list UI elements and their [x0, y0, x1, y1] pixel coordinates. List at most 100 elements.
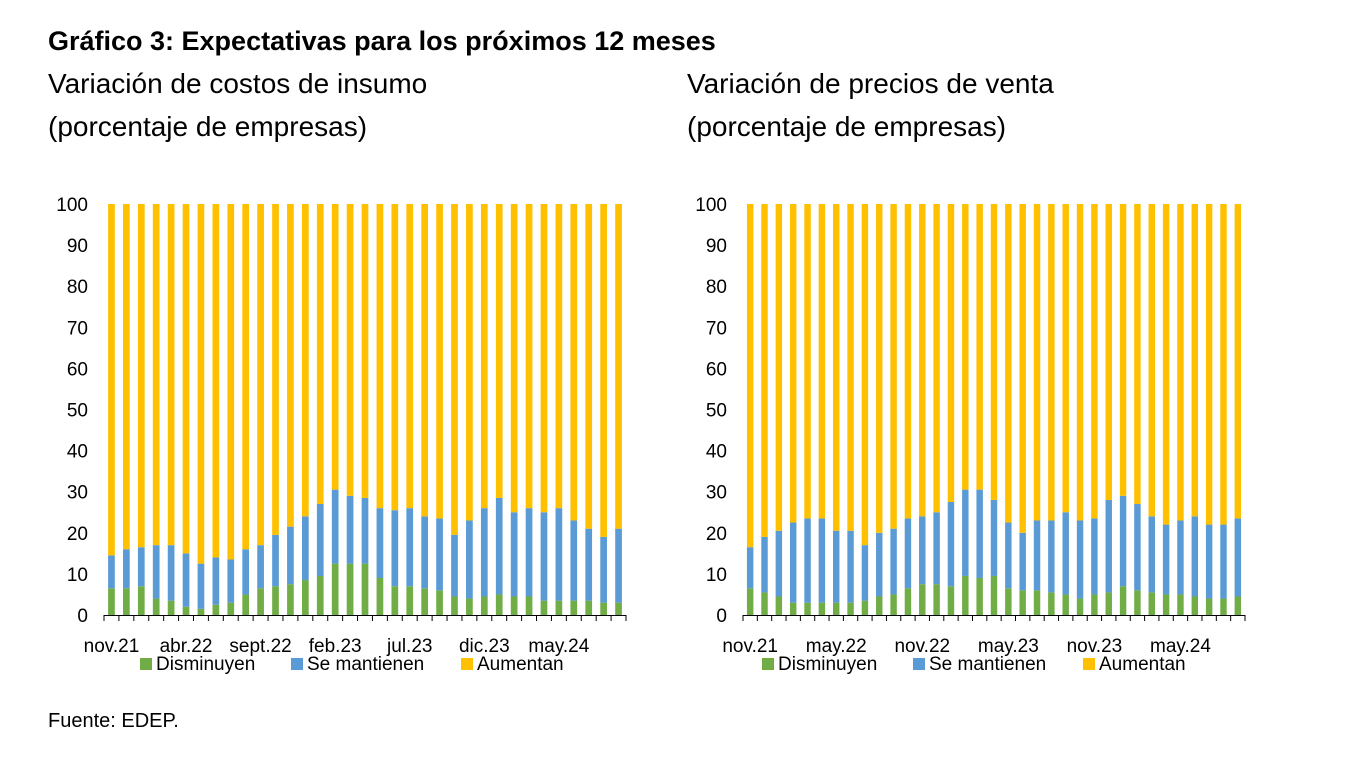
right-bar-aumentan [775, 204, 783, 531]
left-bar-aumentan [495, 204, 503, 498]
left-bar-se-mantienen [421, 516, 429, 589]
left-x-tick-label: abr.22 [160, 636, 213, 657]
right-bar-se-mantienen [789, 522, 797, 603]
right-bar-aumentan [1234, 204, 1242, 519]
right-y-tick-label: 80 [706, 277, 727, 298]
left-chart: 0 10 20 30 40 50 60 70 80 90 100 nov.21 abr.22 sept.2… [56, 195, 627, 675]
right-y-tick-label: 70 [706, 318, 727, 339]
right-bar-disminuyen [746, 588, 754, 615]
right-chart-title: Variación de precios de venta (porcentaj… [687, 62, 1054, 148]
left-bar-aumentan [391, 204, 399, 511]
left-bar-se-mantienen [555, 508, 563, 601]
right-bar-aumentan [861, 204, 869, 546]
right-bar-se-mantienen [890, 528, 897, 595]
right-bar-disminuyen [1134, 590, 1141, 615]
right-bar-disminuyen [761, 592, 768, 615]
left-bar-disminuyen [242, 594, 250, 615]
left-bar-aumentan [301, 204, 309, 517]
left-bar-se-mantienen [123, 549, 130, 589]
left-bar-se-mantienen [376, 508, 384, 579]
left-bar-aumentan [480, 204, 488, 509]
left-bar-se-mantienen [257, 545, 264, 589]
right-x-tick-label: may.24 [1150, 636, 1211, 657]
left-bar-se-mantienen [152, 545, 160, 599]
left-bar-disminuyen [257, 588, 264, 615]
right-bar-se-mantienen [1048, 520, 1055, 593]
left-bar-disminuyen [108, 588, 115, 615]
right-bar-aumentan [1205, 204, 1213, 525]
right-bar-se-mantienen [1220, 524, 1227, 599]
right-bar-aumentan [1091, 204, 1098, 519]
right-bar-disminuyen [1148, 592, 1155, 615]
right-y-tick-label: 100 [695, 195, 727, 216]
right-bar-aumentan [761, 204, 768, 537]
right-bar-disminuyen [990, 575, 998, 615]
left-bar-se-mantienen [525, 508, 533, 597]
right-bar-disminuyen [1091, 594, 1098, 615]
left-bar-se-mantienen [301, 516, 309, 581]
left-bar-se-mantienen [227, 559, 235, 603]
left-bar-se-mantienen [316, 504, 324, 576]
left-bar-se-mantienen [108, 555, 115, 589]
right-bar-se-mantienen [1105, 499, 1112, 593]
left-bar-se-mantienen [137, 547, 145, 587]
left-bar-aumentan [123, 204, 130, 550]
left-bar-aumentan [570, 204, 578, 521]
right-bar-disminuyen [1019, 590, 1026, 615]
left-bar-se-mantienen [331, 489, 339, 564]
left-bar-disminuyen [406, 586, 414, 615]
right-bar-se-mantienen [746, 547, 754, 589]
right-bar-aumentan [746, 204, 754, 548]
left-bar-aumentan [287, 204, 294, 527]
left-bar-aumentan [346, 204, 354, 496]
left-bar-aumentan [615, 204, 622, 529]
right-y-tick-label: 60 [706, 359, 727, 380]
left-bar-se-mantienen [287, 526, 294, 585]
left-bar-aumentan [182, 204, 190, 554]
right-bar-se-mantienen [919, 516, 926, 585]
right-bar-disminuyen [1105, 592, 1112, 615]
left-bar-aumentan [257, 204, 264, 546]
left-y-tick-label: 100 [56, 195, 88, 216]
figure-title: Gráfico 3: Expectativas para los próximo… [48, 26, 716, 56]
right-bar-disminuyen [1119, 586, 1127, 615]
left-bar-disminuyen [197, 608, 205, 615]
left-bar-disminuyen [331, 563, 339, 616]
right-bar-aumentan [789, 204, 797, 523]
right-bar-aumentan [904, 204, 912, 519]
left-bar-se-mantienen [570, 520, 578, 601]
right-bar-aumentan [1148, 204, 1155, 517]
right-bar-se-mantienen [833, 530, 840, 603]
right-bar-se-mantienen [1191, 516, 1199, 597]
right-y-tick-label: 0 [716, 606, 727, 627]
left-bar-disminuyen [316, 575, 324, 615]
right-bar-se-mantienen [962, 489, 969, 576]
left-bar-disminuyen [212, 604, 220, 615]
right-bar-aumentan [990, 204, 998, 500]
left-bar-aumentan [421, 204, 429, 517]
left-legend-swatch [461, 658, 473, 670]
left-bar-aumentan [406, 204, 414, 509]
right-bar-se-mantienen [1134, 504, 1141, 591]
left-bar-aumentan [540, 204, 548, 513]
right-bar-se-mantienen [1091, 518, 1098, 595]
right-bar-aumentan [933, 204, 940, 513]
right-x-tick-label: nov.22 [894, 636, 950, 657]
right-bar-se-mantienen [990, 499, 998, 576]
left-bar-disminuyen [301, 580, 309, 615]
left-bar-disminuyen [570, 600, 578, 615]
left-bar-disminuyen [137, 586, 145, 615]
left-bar-se-mantienen [406, 508, 414, 587]
left-bar-disminuyen [391, 586, 399, 615]
left-bar-aumentan [376, 204, 384, 509]
left-bar-disminuyen [421, 588, 429, 615]
left-bar-se-mantienen [466, 520, 473, 599]
left-bar-se-mantienen [391, 510, 399, 587]
left-bar-se-mantienen [600, 536, 607, 603]
right-bar-se-mantienen [1148, 516, 1155, 593]
right-bar-aumentan [1033, 204, 1041, 521]
left-y-tick-label: 90 [67, 236, 88, 257]
right-bar-aumentan [833, 204, 840, 531]
left-x-tick-label: feb.23 [309, 636, 362, 657]
